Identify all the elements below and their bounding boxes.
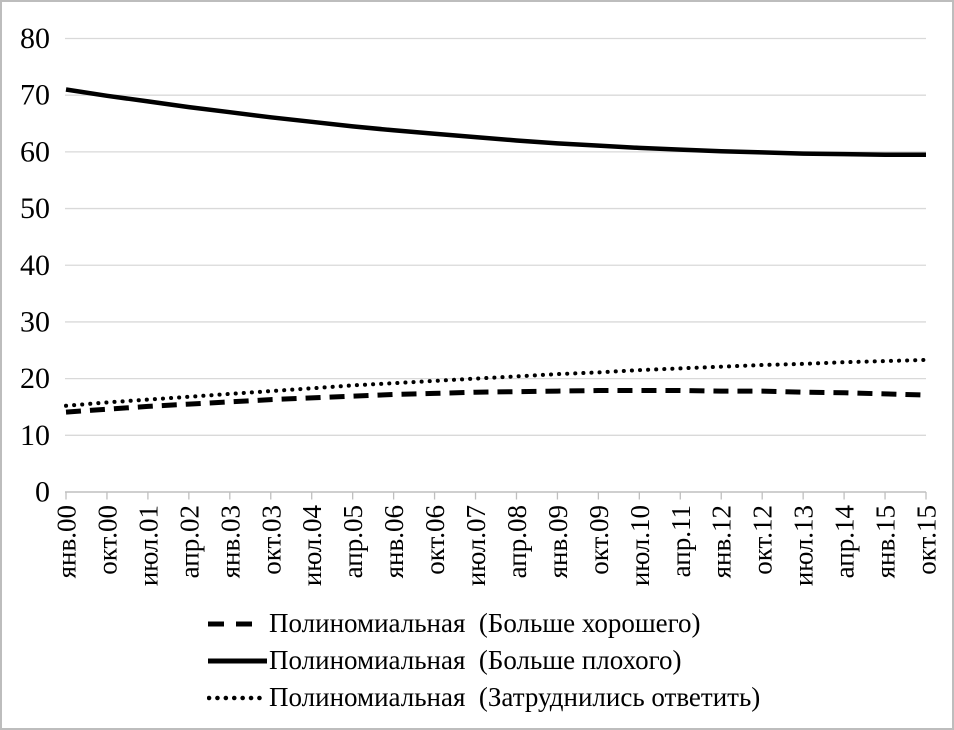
legend-label-dotted: Полиномиальная (Затруднились ответить) xyxy=(269,682,761,712)
series-line-solid xyxy=(65,87,926,157)
x-tick-label: окт.00 xyxy=(92,505,122,575)
x-tick-label: янв.09 xyxy=(543,505,573,578)
x-tick-label: апр.11 xyxy=(666,505,696,577)
series-line-dashed xyxy=(65,388,927,415)
x-tick-label: апр.05 xyxy=(338,505,368,578)
legend-line-sample-dotted-icon xyxy=(207,695,264,700)
y-tick-label: 50 xyxy=(20,192,50,225)
legend-line-sample-solid-icon xyxy=(208,658,267,663)
x-tick-label: июл.04 xyxy=(297,505,327,587)
y-tick-label: 40 xyxy=(20,249,50,282)
y-tick-label: 30 xyxy=(20,305,50,338)
x-tick-label: апр.02 xyxy=(174,505,204,578)
x-tick-label: янв.15 xyxy=(871,505,901,578)
x-tick-label: окт.15 xyxy=(912,505,942,575)
legend-item-dotted: Полиномиальная (Затруднились ответить) xyxy=(207,679,760,716)
x-tick-label: янв.03 xyxy=(215,505,245,578)
y-tick-label: 70 xyxy=(20,79,50,112)
series-line-dotted xyxy=(64,357,928,408)
y-tick-label: 20 xyxy=(20,362,50,395)
plot-area: 0 10 20 30 40 50 60 70 80 янв.00 окт.00 июл.01 апр.0… xyxy=(20,22,942,587)
legend-item-solid: Полиномиальная (Больше плохого) xyxy=(207,642,760,679)
x-tick-label: окт.09 xyxy=(584,505,614,575)
x-tick-label: июл.10 xyxy=(625,505,655,586)
x-tick-label: июл.07 xyxy=(461,505,491,586)
chart-legend: Полиномиальная (Больше хорошего) Полином… xyxy=(207,605,760,716)
x-tick-label: июл.01 xyxy=(133,505,163,586)
legend-label-dashed: Полиномиальная (Больше хорошего) xyxy=(269,608,701,638)
x-tick-label: окт.03 xyxy=(256,505,286,575)
y-tick-label: 60 xyxy=(20,135,50,168)
y-tick-label: 10 xyxy=(20,419,50,452)
x-tick-label: янв.06 xyxy=(379,505,409,578)
x-tick-label: апр.08 xyxy=(502,505,532,578)
legend-item-dashed: Полиномиальная (Больше хорошего) xyxy=(207,605,760,642)
x-tick-label: окт.06 xyxy=(420,505,450,575)
x-tick-label: янв.12 xyxy=(707,505,737,578)
y-tick-label: 0 xyxy=(35,476,50,509)
legend-label-solid: Полиномиальная (Больше плохого) xyxy=(269,645,682,675)
y-tick-label: 80 xyxy=(20,22,50,55)
legend-line-sample-dashed-icon xyxy=(208,621,253,626)
x-tick-label: янв.00 xyxy=(52,505,82,578)
x-tick-label: июл.13 xyxy=(789,505,819,586)
x-tick-label: окт.12 xyxy=(748,505,778,575)
x-tick-label: апр.14 xyxy=(830,505,860,579)
